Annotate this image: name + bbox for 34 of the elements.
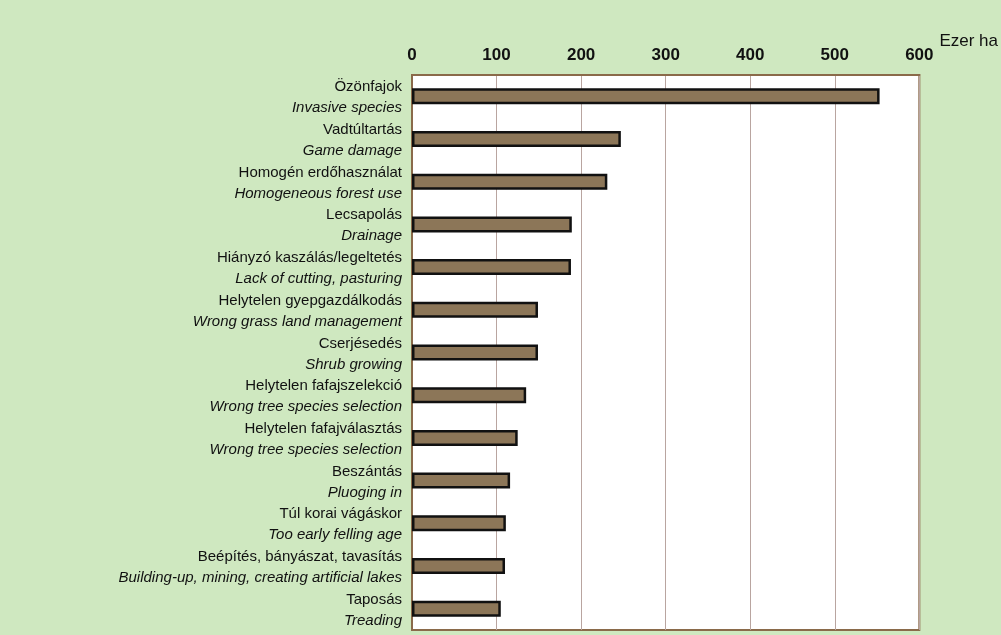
y-tick-label: Taposás Treading bbox=[343, 589, 403, 628]
bar bbox=[412, 429, 518, 446]
y-tick-label: Helytelen fafajszelekció Wrong tree species selection bbox=[209, 376, 402, 415]
y-tick-label: Túl korai vágáskor Too early felling age bbox=[268, 504, 402, 543]
bar bbox=[412, 387, 527, 404]
bar bbox=[412, 515, 506, 532]
x-tick-label: 300 bbox=[651, 45, 680, 64]
y-tick-label: Helytelen gyepgazdálkodás Wrong grass land management bbox=[192, 290, 403, 329]
bar bbox=[412, 216, 572, 233]
y-tick-label: Helytelen fafajválasztás Wrong tree species selection bbox=[209, 418, 402, 457]
bar bbox=[412, 173, 608, 190]
x-axis-title: Ezer ha bbox=[939, 31, 999, 50]
bar bbox=[412, 472, 511, 489]
y-tick-label: Homogén erdőhasználat Homogeneous forest use bbox=[234, 162, 403, 201]
bar bbox=[412, 344, 538, 361]
y-tick-label: Beszántás Pluoging in bbox=[327, 461, 402, 500]
y-tick-label: Hiányzó kaszálás/legeltetés Lack of cutting, pasturing bbox=[216, 248, 403, 287]
x-tick-label: 400 bbox=[736, 45, 765, 64]
bar bbox=[412, 88, 880, 105]
x-tick-label: 500 bbox=[820, 45, 849, 64]
y-tick-label: Beépítés, bányászat, tavasítás Building-up, mining, creating artificial lakes bbox=[118, 546, 403, 585]
y-tick-label: Özönfajok Invasive species bbox=[291, 77, 403, 116]
bar bbox=[412, 301, 538, 318]
y-tick-label: Cserjésedés Shrub growing bbox=[305, 333, 403, 372]
y-tick-label: Lecsapolás Drainage bbox=[326, 205, 402, 244]
bar bbox=[412, 557, 506, 574]
x-tick-label: 100 bbox=[482, 45, 511, 64]
bar bbox=[412, 131, 621, 148]
bar bbox=[412, 259, 571, 276]
x-tick-label: 0 bbox=[407, 45, 417, 64]
y-tick-label: Vadtúltartás Game damage bbox=[302, 120, 402, 159]
bar bbox=[412, 600, 501, 617]
x-tick-label: 600 bbox=[905, 45, 934, 64]
x-tick-label: 200 bbox=[566, 45, 596, 64]
